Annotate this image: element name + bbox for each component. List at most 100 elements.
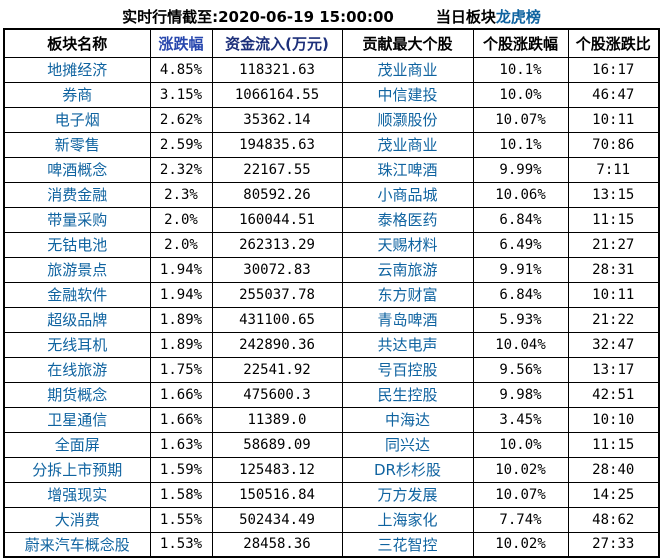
stock-link[interactable]: 青岛啤酒 <box>377 311 438 329</box>
sector-name-cell: 蔚来汽车概念股 <box>3 531 151 558</box>
sector-link[interactable]: 增强现实 <box>47 486 108 504</box>
stock-link[interactable]: 同兴达 <box>384 436 430 454</box>
top-stock-cell: 号百控股 <box>341 356 474 383</box>
inflow-cell: 125483.12 <box>211 456 343 483</box>
stock-link[interactable]: 云南旅游 <box>377 261 438 279</box>
sector-link[interactable]: 地摊经济 <box>47 61 108 79</box>
updown-ratio-cell: 16:17 <box>567 56 660 83</box>
stock-link[interactable]: 三花智控 <box>377 535 438 554</box>
inflow-cell: 431100.65 <box>211 306 343 333</box>
sector-name-cell: 消费金融 <box>3 181 151 208</box>
updown-ratio-cell: 48:62 <box>567 506 660 533</box>
top-stock-cell: 天赐材料 <box>341 231 474 258</box>
updown-ratio-cell: 13:17 <box>567 356 660 383</box>
stock-change-cell: 9.98% <box>472 381 569 408</box>
inflow-cell: 1066164.55 <box>211 81 343 108</box>
table-row: 金融软件 1.94% 255037.78 东方财富 6.84% 10:11 <box>3 281 660 308</box>
sector-link[interactable]: 全面屏 <box>54 436 100 454</box>
sector-link[interactable]: 消费金融 <box>47 186 108 204</box>
stock-change-cell: 3.45% <box>472 406 569 433</box>
inflow-cell: 11389.0 <box>211 406 343 433</box>
stock-link[interactable]: 中信建投 <box>377 86 438 104</box>
col-header-stock-change: 个股涨跌幅 <box>472 28 569 58</box>
sector-link[interactable]: 带量采购 <box>47 211 108 229</box>
stock-change-cell: 9.99% <box>472 156 569 183</box>
updown-ratio-cell: 7:11 <box>567 156 660 183</box>
stock-link[interactable]: 中海达 <box>384 411 430 429</box>
sector-name-cell: 期货概念 <box>3 381 151 408</box>
inflow-cell: 160044.51 <box>211 206 343 233</box>
stock-link[interactable]: 珠江啤酒 <box>377 161 438 179</box>
table-row: 消费金融 2.3% 80592.26 小商品城 10.06% 13:15 <box>3 181 660 208</box>
stock-link[interactable]: 茂业商业 <box>377 61 438 79</box>
sector-link[interactable]: 卫星通信 <box>47 411 108 429</box>
sector-link[interactable]: 电子烟 <box>54 111 100 129</box>
stock-link[interactable]: 上海家化 <box>377 511 438 529</box>
table-row: 啤酒概念 2.32% 22167.55 珠江啤酒 9.99% 7:11 <box>3 156 660 183</box>
stock-link[interactable]: 万方发展 <box>377 486 438 504</box>
stock-link[interactable]: 东方财富 <box>377 286 438 304</box>
sector-link[interactable]: 新零售 <box>54 136 100 154</box>
top-stock-cell: 珠江啤酒 <box>341 156 474 183</box>
sector-link[interactable]: 大消费 <box>54 511 100 529</box>
page-title: 实时行情截至:2020-06-19 15:00:00 当日板块龙虎榜 <box>0 6 663 27</box>
sector-link[interactable]: 啤酒概念 <box>47 161 108 179</box>
updown-ratio-cell: 11:15 <box>567 206 660 233</box>
change-cell: 1.55% <box>149 506 213 533</box>
table-row: 旅游景点 1.94% 30072.83 云南旅游 9.91% 28:31 <box>3 256 660 283</box>
stock-link[interactable]: 共达电声 <box>377 336 438 354</box>
inflow-cell: 22167.55 <box>211 156 343 183</box>
stock-change-cell: 10.04% <box>472 331 569 358</box>
stock-link[interactable]: 号百控股 <box>377 361 438 379</box>
stock-link[interactable]: 茂业商业 <box>377 136 438 154</box>
sector-name-cell: 大消费 <box>3 506 151 533</box>
top-stock-cell: 上海家化 <box>341 506 474 533</box>
stock-change-cell: 7.74% <box>472 506 569 533</box>
sector-link[interactable]: 分拆上市预期 <box>32 461 123 479</box>
updown-ratio-cell: 32:47 <box>567 331 660 358</box>
table-header: 板块名称 涨跌幅 资金流入(万元) 贡献最大个股 个股涨跌幅 个股涨跌比 <box>3 28 660 58</box>
stock-link[interactable]: 天赐材料 <box>377 236 438 254</box>
longhubang-link[interactable]: 龙虎榜 <box>495 8 541 26</box>
stock-link[interactable]: 顺灏股份 <box>377 111 438 129</box>
sector-leaderboard-table: 板块名称 涨跌幅 资金流入(万元) 贡献最大个股 个股涨跌幅 个股涨跌比 地摊经… <box>3 28 660 558</box>
top-stock-cell: 顺灏股份 <box>341 106 474 133</box>
updown-ratio-cell: 10:10 <box>567 406 660 433</box>
inflow-cell: 475600.3 <box>211 381 343 408</box>
sector-link[interactable]: 无线耳机 <box>47 336 108 354</box>
col-header-change[interactable]: 涨跌幅 <box>149 28 213 58</box>
table-row: 期货概念 1.66% 475600.3 民生控股 9.98% 42:51 <box>3 381 660 408</box>
top-stock-cell: 小商品城 <box>341 181 474 208</box>
sector-link[interactable]: 旅游景点 <box>47 261 108 279</box>
col-header-inflow[interactable]: 资金流入(万元) <box>211 28 343 58</box>
updown-ratio-cell: 46:47 <box>567 81 660 108</box>
sector-name-cell: 全面屏 <box>3 431 151 458</box>
sector-link[interactable]: 无钴电池 <box>47 236 108 254</box>
updown-ratio-cell: 21:22 <box>567 306 660 333</box>
updown-ratio-cell: 10:11 <box>567 281 660 308</box>
sector-name-cell: 券商 <box>3 81 151 108</box>
sector-link[interactable]: 在线旅游 <box>47 361 108 379</box>
updown-ratio-cell: 14:25 <box>567 481 660 508</box>
sector-link[interactable]: 券商 <box>62 86 93 104</box>
stock-change-cell: 10.1% <box>472 131 569 158</box>
stock-link[interactable]: 泰格医药 <box>377 211 438 229</box>
sector-link[interactable]: 超级品牌 <box>47 311 108 329</box>
change-cell: 1.89% <box>149 306 213 333</box>
inflow-cell: 255037.78 <box>211 281 343 308</box>
top-stock-cell: 云南旅游 <box>341 256 474 283</box>
stock-link[interactable]: 小商品城 <box>377 186 438 204</box>
change-cell: 1.58% <box>149 481 213 508</box>
stock-link[interactable]: DR杉杉股 <box>374 461 441 479</box>
change-cell: 2.3% <box>149 181 213 208</box>
sector-link[interactable]: 蔚来汽车概念股 <box>24 535 130 554</box>
sector-link[interactable]: 期货概念 <box>47 386 108 404</box>
stock-link[interactable]: 民生控股 <box>377 386 438 404</box>
updown-ratio-cell: 28:31 <box>567 256 660 283</box>
top-stock-cell: 青岛啤酒 <box>341 306 474 333</box>
table-row: 无钴电池 2.0% 262313.29 天赐材料 6.49% 21:27 <box>3 231 660 258</box>
sector-link[interactable]: 金融软件 <box>47 286 108 304</box>
updown-ratio-cell: 10:11 <box>567 106 660 133</box>
table-row: 增强现实 1.58% 150516.84 万方发展 10.07% 14:25 <box>3 481 660 508</box>
